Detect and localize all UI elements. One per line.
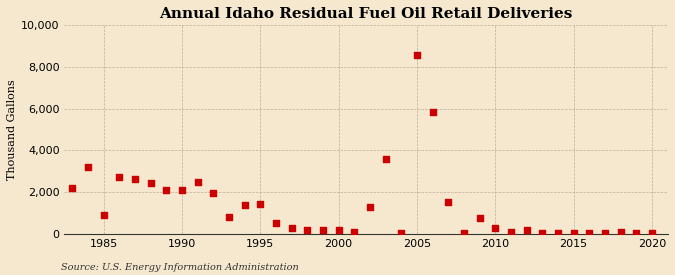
Point — [506, 230, 516, 234]
Point — [99, 213, 109, 217]
Point — [521, 228, 532, 232]
Point — [364, 205, 375, 209]
Point — [380, 156, 391, 161]
Point — [631, 231, 642, 235]
Point — [67, 186, 78, 190]
Point — [130, 176, 140, 181]
Point — [82, 165, 93, 169]
Point — [286, 226, 297, 230]
Point — [412, 53, 423, 57]
Point — [333, 228, 344, 232]
Point — [271, 221, 281, 226]
Point — [302, 228, 313, 232]
Point — [615, 230, 626, 234]
Point — [458, 231, 469, 235]
Point — [317, 228, 328, 232]
Point — [568, 231, 579, 235]
Point — [255, 201, 266, 206]
Point — [584, 231, 595, 235]
Point — [490, 226, 501, 230]
Point — [145, 180, 156, 185]
Point — [396, 231, 406, 235]
Point — [427, 109, 438, 114]
Point — [114, 175, 125, 180]
Text: Source: U.S. Energy Information Administration: Source: U.S. Energy Information Administ… — [61, 263, 298, 272]
Point — [239, 202, 250, 207]
Point — [552, 231, 563, 235]
Point — [192, 180, 203, 184]
Point — [208, 191, 219, 195]
Point — [647, 231, 657, 235]
Point — [474, 216, 485, 221]
Point — [349, 230, 360, 234]
Point — [537, 231, 547, 235]
Point — [161, 188, 171, 192]
Point — [177, 188, 188, 192]
Y-axis label: Thousand Gallons: Thousand Gallons — [7, 79, 17, 180]
Point — [223, 215, 234, 219]
Title: Annual Idaho Residual Fuel Oil Retail Deliveries: Annual Idaho Residual Fuel Oil Retail De… — [159, 7, 572, 21]
Point — [599, 231, 610, 235]
Point — [443, 199, 454, 204]
